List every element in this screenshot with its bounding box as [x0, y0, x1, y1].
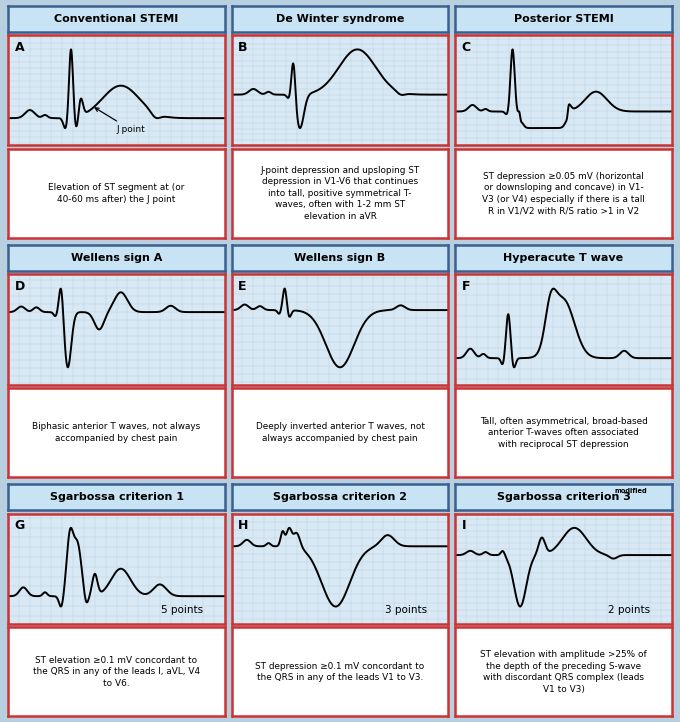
- Text: H: H: [238, 519, 248, 532]
- Text: F: F: [462, 280, 470, 293]
- Text: modified: modified: [615, 489, 647, 495]
- Text: ST depression ≥0.1 mV concordant to
the QRS in any of the leads V1 to V3.: ST depression ≥0.1 mV concordant to the …: [256, 661, 424, 682]
- Text: E: E: [238, 280, 247, 293]
- Text: Wellens sign B: Wellens sign B: [294, 253, 386, 263]
- Text: ST elevation with amplitude >25% of
the depth of the preceding S-wave
with disco: ST elevation with amplitude >25% of the …: [480, 650, 647, 694]
- Text: J point: J point: [95, 108, 146, 134]
- Text: Sgarbossa criterion 2: Sgarbossa criterion 2: [273, 492, 407, 502]
- Text: A: A: [15, 40, 24, 53]
- Text: Elevation of ST segment at (or
40-60 ms after) the J point: Elevation of ST segment at (or 40-60 ms …: [48, 183, 185, 204]
- Text: D: D: [15, 280, 25, 293]
- Text: 3 points: 3 points: [385, 605, 426, 615]
- Text: Deeply inverted anterior T waves, not
always accompanied by chest pain: Deeply inverted anterior T waves, not al…: [256, 422, 424, 443]
- Text: B: B: [238, 40, 248, 53]
- Text: G: G: [15, 519, 25, 532]
- Text: Conventional STEMI: Conventional STEMI: [54, 14, 179, 24]
- Text: 5 points: 5 points: [161, 605, 203, 615]
- Text: J-point depression and upsloping ST
depression in V1-V6 that continues
into tall: J-point depression and upsloping ST depr…: [260, 166, 420, 221]
- Text: Sgarbossa criterion 1: Sgarbossa criterion 1: [50, 492, 184, 502]
- Text: Biphasic anterior T waves, not always
accompanied by chest pain: Biphasic anterior T waves, not always ac…: [33, 422, 201, 443]
- Text: De Winter syndrome: De Winter syndrome: [276, 14, 404, 24]
- Text: Sgarbossa criterion 3: Sgarbossa criterion 3: [496, 492, 630, 502]
- Text: 2 points: 2 points: [608, 605, 650, 615]
- Text: Hyperacute T wave: Hyperacute T wave: [503, 253, 624, 263]
- Text: ST elevation ≥0.1 mV concordant to
the QRS in any of the leads I, aVL, V4
to V6.: ST elevation ≥0.1 mV concordant to the Q…: [33, 656, 200, 688]
- Text: Tall, often asymmetrical, broad-based
anterior T-waves often associated
with rec: Tall, often asymmetrical, broad-based an…: [479, 417, 647, 448]
- Text: ST depression ≥0.05 mV (horizontal
or downsloping and concave) in V1-
V3 (or V4): ST depression ≥0.05 mV (horizontal or do…: [482, 172, 645, 215]
- Text: C: C: [462, 40, 471, 53]
- Text: I: I: [462, 519, 466, 532]
- Text: Posterior STEMI: Posterior STEMI: [513, 14, 613, 24]
- Text: Wellens sign A: Wellens sign A: [71, 253, 163, 263]
